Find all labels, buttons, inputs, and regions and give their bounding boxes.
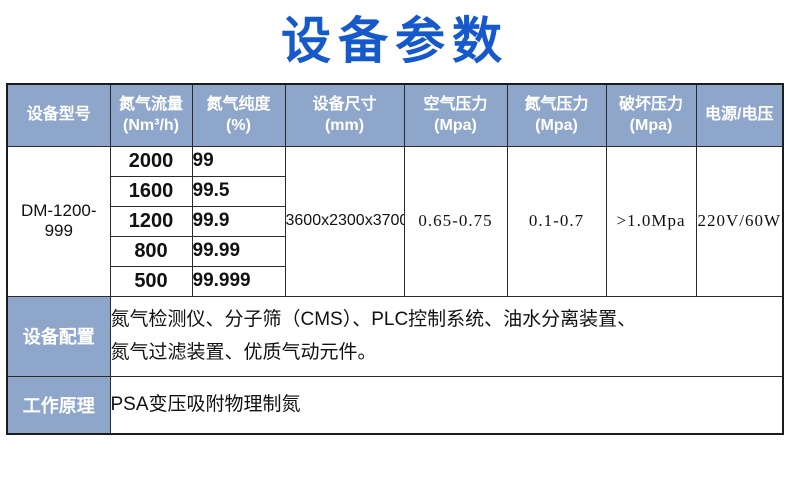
cell-purity: 99 xyxy=(191,145,286,177)
cell-purity: 99.9 xyxy=(191,205,286,237)
table-row: 800 99.99 xyxy=(7,235,783,267)
table-row: DM-1200-999 2000 99 3600x2300x3700 0.65-… xyxy=(6,145,784,297)
config-row: 设备配置 氮气检测仪、分子筛（CMS）、PLC控制系统、油水分离装置、 氮气过滤… xyxy=(6,295,784,377)
parameters-table: 设备型号 氮气流量 (Nm³/h) 氮气纯度 (%) 设备尺寸 (mm) 空气压… xyxy=(6,83,784,435)
header-cell-size: 设备尺寸 (mm) xyxy=(284,83,405,147)
cell-power: 220V/60W xyxy=(695,145,784,297)
cell-purity: 99.99 xyxy=(191,235,286,267)
principle-row: 工作原理 PSA变压吸附物理制氮 xyxy=(6,375,784,435)
header-cell-nitrogen-pressure: 氮气压力 (Mpa) xyxy=(506,83,607,147)
table-row: 500 99.999 xyxy=(7,265,783,297)
page-title: 设备参数 xyxy=(281,13,509,69)
cell-flow: 1600 xyxy=(109,175,193,207)
header-cell-purity: 氮气纯度 (%) xyxy=(191,83,286,147)
principle-value: PSA变压吸附物理制氮 xyxy=(109,375,784,435)
header-cell-flow: 氮气流量 (Nm³/h) xyxy=(109,83,193,147)
header-row: 设备型号 氮气流量 (Nm³/h) 氮气纯度 (%) 设备尺寸 (mm) 空气压… xyxy=(6,83,784,147)
config-value: 氮气检测仪、分子筛（CMS）、PLC控制系统、油水分离装置、 氮气过滤装置、优质… xyxy=(109,295,784,377)
cell-purity: 99.999 xyxy=(191,265,286,297)
header-cell-power: 电源/电压 xyxy=(695,83,784,147)
header-cell-model: 设备型号 xyxy=(6,83,111,147)
cell-flow: 800 xyxy=(109,235,193,267)
principle-label: 工作原理 xyxy=(6,375,111,435)
cell-size: 3600x2300x3700 xyxy=(284,145,405,297)
cell-air-pressure: 0.65-0.75 xyxy=(403,145,508,297)
cell-flow: 2000 xyxy=(109,145,193,177)
config-label: 设备配置 xyxy=(6,295,111,377)
cell-flow: 500 xyxy=(109,265,193,297)
header-cell-air-pressure: 空气压力 (Mpa) xyxy=(403,83,508,147)
cell-model: DM-1200-999 xyxy=(6,145,111,297)
table-row: 1600 99.5 xyxy=(7,175,783,207)
cell-flow: 1200 xyxy=(109,205,193,237)
header-cell-burst-pressure: 破坏压力 (Mpa) xyxy=(605,83,697,147)
cell-burst-pressure: >1.0Mpa xyxy=(605,145,697,297)
cell-nitrogen-pressure: 0.1-0.7 xyxy=(506,145,607,297)
table-row: 1200 99.9 xyxy=(7,205,783,237)
cell-purity: 99.5 xyxy=(191,175,286,207)
